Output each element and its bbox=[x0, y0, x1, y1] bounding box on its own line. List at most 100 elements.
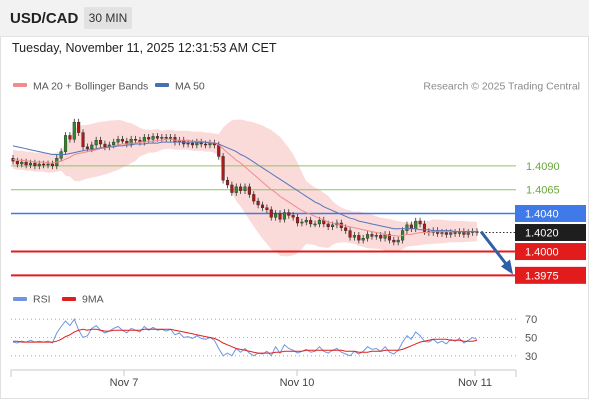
candle-body bbox=[77, 121, 81, 133]
candle-body bbox=[366, 234, 370, 239]
candle-body bbox=[287, 212, 291, 216]
candle-body bbox=[265, 207, 269, 210]
candle-body bbox=[42, 163, 46, 166]
level-tag-1.3975 bbox=[515, 266, 586, 284]
last-price-tag bbox=[515, 224, 586, 242]
candle-body bbox=[453, 232, 457, 234]
candle-body bbox=[134, 139, 138, 141]
ma50-legend-label: MA 50 bbox=[175, 81, 205, 93]
rsi-tick-70: 70 bbox=[525, 314, 537, 326]
candle-body bbox=[348, 230, 352, 238]
rsi-legend-swatch bbox=[13, 297, 27, 301]
candle-body bbox=[387, 234, 391, 241]
candle-body bbox=[313, 223, 317, 226]
candle-body bbox=[33, 162, 37, 167]
candle-body bbox=[331, 224, 335, 228]
rsi-tick-50: 50 bbox=[525, 333, 537, 345]
candle-body bbox=[151, 136, 155, 140]
candle-body bbox=[221, 156, 225, 181]
candle-body bbox=[37, 163, 41, 167]
candle-body bbox=[300, 221, 304, 224]
candle-body bbox=[164, 137, 168, 139]
last-price-label: 1.4020 bbox=[525, 228, 559, 240]
candle-body bbox=[418, 220, 422, 225]
candle-body bbox=[269, 209, 273, 218]
ma20-line bbox=[12, 138, 477, 237]
level-label-1.3975: 1.3975 bbox=[525, 270, 559, 282]
rsi-ma-legend-label: 9MA bbox=[82, 294, 104, 306]
candle-body bbox=[217, 144, 221, 157]
candle-body bbox=[99, 140, 103, 145]
candle-body bbox=[291, 215, 295, 218]
candle-body bbox=[444, 232, 448, 235]
candle-body bbox=[103, 143, 107, 148]
rsi-legend-label: RSI bbox=[33, 294, 51, 306]
level-tag-1.4040 bbox=[515, 204, 586, 222]
candle-body bbox=[247, 186, 251, 195]
level-label-1.4040: 1.4040 bbox=[525, 208, 559, 220]
candle-body bbox=[186, 142, 190, 145]
candle-body bbox=[414, 220, 418, 229]
level-label-1.4090: 1.4090 bbox=[526, 161, 560, 173]
ma50-line bbox=[12, 141, 477, 233]
candle-body bbox=[379, 235, 383, 239]
candle-body bbox=[309, 219, 313, 225]
candle-body bbox=[370, 234, 374, 237]
candle-body bbox=[116, 139, 120, 143]
price-panel: 1.4090 1.4065 1.4040 1.4000 1.3975 1.4020 bbox=[11, 118, 586, 284]
candle-body bbox=[234, 186, 238, 193]
candle-body bbox=[28, 162, 33, 166]
time-tick-label: Nov 11 bbox=[458, 377, 492, 389]
candle-body bbox=[405, 224, 409, 231]
rsi-tick-30: 30 bbox=[525, 351, 537, 363]
candle-body bbox=[396, 239, 400, 243]
candle-body bbox=[147, 137, 151, 140]
candle-body bbox=[225, 179, 230, 186]
candle-body bbox=[278, 213, 282, 220]
candle-body bbox=[85, 146, 89, 149]
candle-body bbox=[449, 232, 453, 235]
candle-body bbox=[24, 161, 28, 166]
candle-body bbox=[274, 213, 278, 218]
candle-body bbox=[50, 163, 54, 167]
candle-body bbox=[252, 194, 256, 202]
candle-body bbox=[68, 135, 72, 140]
candle-body bbox=[295, 217, 300, 224]
candle-body bbox=[20, 161, 24, 165]
candle-body bbox=[72, 121, 76, 140]
candle-body bbox=[190, 142, 195, 146]
level-label-1.4065: 1.4065 bbox=[526, 185, 560, 197]
candle-body bbox=[374, 235, 378, 237]
candle-body bbox=[344, 227, 348, 231]
candle-body bbox=[361, 238, 365, 241]
candle-body bbox=[63, 135, 68, 152]
time-axis: Nov 7 Nov 10 Nov 11 bbox=[110, 370, 492, 389]
candle-body bbox=[15, 160, 19, 165]
ma20-legend-swatch bbox=[13, 83, 27, 87]
candle-body bbox=[81, 132, 85, 148]
candle-body bbox=[155, 136, 159, 139]
rsi-panel: 70 50 30 bbox=[11, 314, 537, 363]
credit-label: Research © 2025 Trading Central bbox=[423, 81, 580, 93]
ma20-legend-label: MA 20 + Bollinger Bands bbox=[33, 81, 148, 93]
candle-body bbox=[204, 143, 208, 146]
candle-body bbox=[260, 204, 265, 208]
time-tick-label: Nov 7 bbox=[110, 377, 139, 389]
level-tag-1.4000 bbox=[515, 243, 586, 261]
candle-body bbox=[120, 139, 124, 142]
candle-body bbox=[466, 232, 470, 235]
candle-body bbox=[357, 235, 361, 241]
candle-body bbox=[230, 184, 234, 193]
rsi-ma-legend-swatch bbox=[62, 297, 76, 301]
candle-body bbox=[46, 163, 50, 166]
candle-body bbox=[243, 186, 247, 191]
rsi-line bbox=[12, 318, 478, 357]
candle-body bbox=[90, 144, 94, 149]
ma50-legend-swatch bbox=[155, 83, 169, 87]
candle-body bbox=[326, 223, 330, 228]
candle-body bbox=[352, 235, 356, 238]
timeframe-button[interactable]: 30 MIN bbox=[84, 7, 132, 29]
candle-body bbox=[256, 200, 260, 206]
candle-body bbox=[282, 212, 286, 220]
